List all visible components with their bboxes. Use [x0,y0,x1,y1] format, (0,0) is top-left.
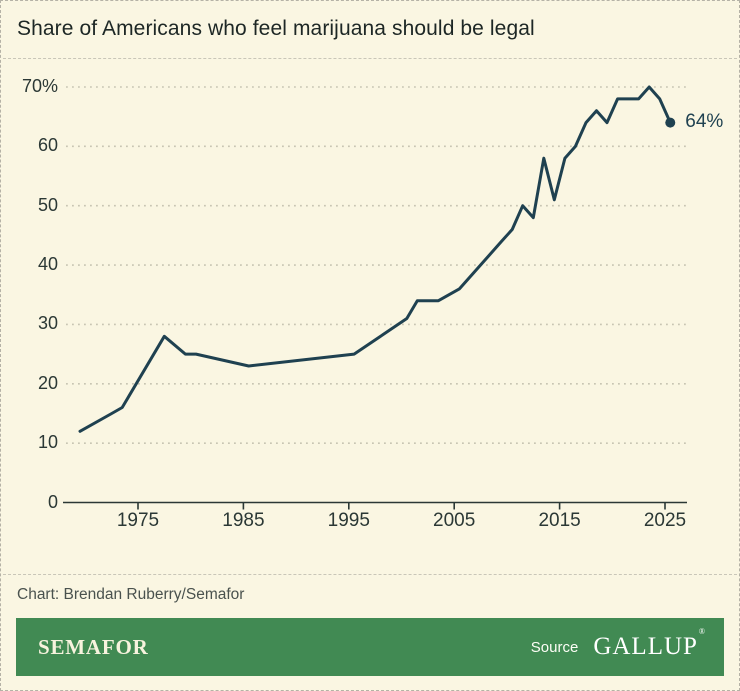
x-tick-label: 2015 [538,510,581,531]
gallup-logo: GALLUP® [593,627,705,661]
y-tick-label: 70% [21,76,58,96]
credit-separator [3,574,737,575]
x-tick-label: 2025 [643,510,687,531]
x-tick-label: 2005 [433,510,476,531]
registered-trademark-symbol: ® [698,626,705,636]
chart-credit: Chart: Brendan Ruberry/Semafor [17,586,245,603]
source-attribution: Source GALLUP® [530,627,705,661]
y-tick-label: 50 [37,194,58,215]
x-tick-label: 1975 [116,510,160,531]
gallup-wordmark: GALLUP [593,633,698,660]
x-tick-label: 1985 [222,510,265,531]
y-tick-label: 10 [37,432,58,453]
footer-bar: SEMAFOR Source GALLUP® [16,618,724,676]
semafor-logo: SEMAFOR [38,634,149,659]
y-tick-label: 40 [37,254,58,275]
y-tick-label: 60 [37,135,58,156]
y-tick-label: 30 [37,313,58,334]
y-tick-label: 0 [47,491,58,512]
x-tick-label: 1995 [327,510,370,531]
end-value-label: 64% [685,110,724,132]
source-label: Source [530,638,579,656]
chart-title: Share of Americans who feel marijuana sh… [17,17,535,40]
y-tick-label: 20 [37,372,58,393]
title-separator [3,58,737,59]
